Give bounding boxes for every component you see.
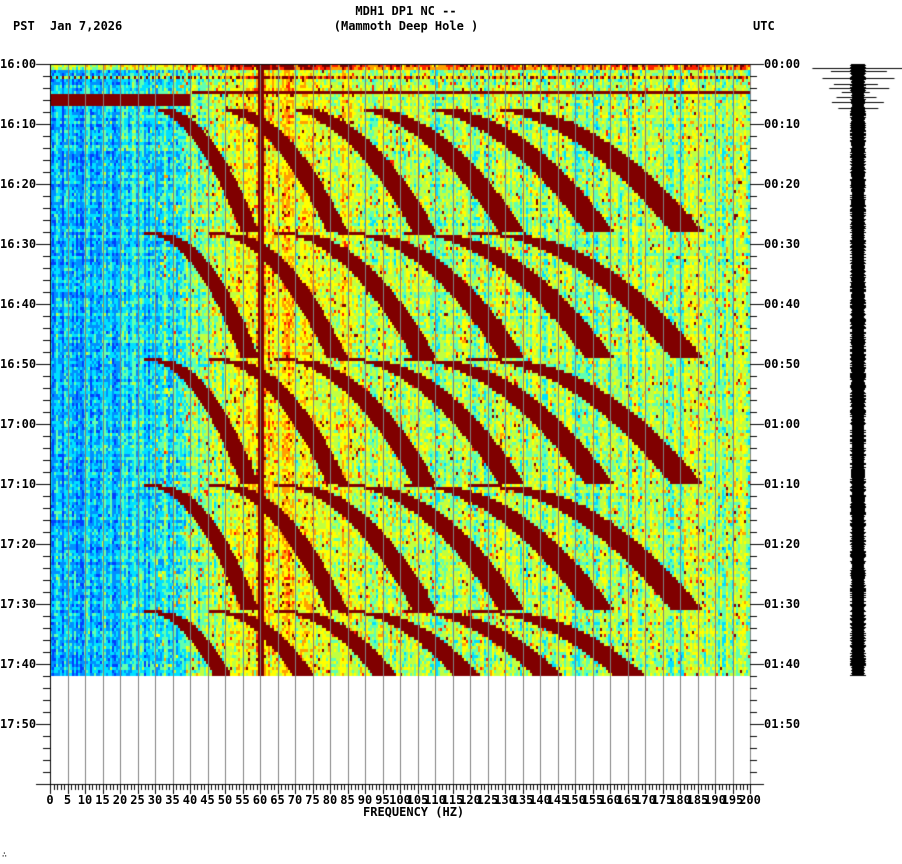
x-tick-label: 35 — [165, 793, 180, 807]
x-tick-label: 110 — [424, 793, 446, 807]
y-tick-label-utc: 00:10 — [764, 117, 801, 131]
y-tick-label-utc: 00:40 — [764, 297, 801, 311]
y-tick-label-pst: 17:40 — [0, 657, 37, 671]
y-tick-label-utc: 01:40 — [764, 657, 801, 671]
y-tick-label-utc: 01:10 — [764, 477, 801, 491]
x-tick-label: 75 — [305, 793, 320, 807]
x-tick-label: 20 — [112, 793, 128, 807]
x-tick-label: 175 — [651, 793, 674, 807]
x-tick-label: 55 — [235, 793, 250, 807]
x-tick-label: 160 — [599, 793, 621, 807]
y-tick-label-pst: 16:50 — [0, 357, 37, 371]
x-tick-label: 0 — [46, 793, 54, 807]
y-tick-label-utc: 01:30 — [764, 597, 801, 611]
x-tick-label: 40 — [182, 793, 198, 807]
x-tick-label: 30 — [147, 793, 163, 807]
x-tick-label: 135 — [511, 793, 534, 807]
x-tick-label: 85 — [340, 793, 355, 807]
x-tick-label: 115 — [441, 793, 464, 807]
y-tick-label-pst: 16:10 — [0, 117, 37, 131]
y-tick-label-pst: 17:20 — [0, 537, 37, 551]
y-tick-label-utc: 00:30 — [764, 237, 801, 251]
x-tick-label: 150 — [564, 793, 586, 807]
x-tick-label: 65 — [270, 793, 285, 807]
x-tick-label: 120 — [459, 793, 481, 807]
x-tick-label: 200 — [739, 793, 761, 807]
x-tick-label: 180 — [669, 793, 691, 807]
y-tick-label-pst: 16:00 — [0, 57, 37, 71]
y-tick-label-pst: 16:20 — [0, 177, 37, 191]
x-tick-label: 170 — [634, 793, 656, 807]
y-tick-label-utc: 01:50 — [764, 717, 801, 731]
y-tick-label-pst: 16:40 — [0, 297, 37, 311]
x-tick-label: 105 — [406, 793, 429, 807]
x-tick-label: 15 — [95, 793, 110, 807]
x-tick-label: 95 — [375, 793, 390, 807]
y-tick-label-utc: 00:50 — [764, 357, 801, 371]
x-tick-label: 10 — [77, 793, 93, 807]
x-tick-label: 90 — [357, 793, 373, 807]
corner-mark: ∴ — [2, 850, 7, 859]
y-tick-label-pst: 17:50 — [0, 717, 37, 731]
x-tick-label: 125 — [476, 793, 499, 807]
x-tick-label: 165 — [616, 793, 639, 807]
x-tick-label: 70 — [287, 793, 303, 807]
x-tick-label: 155 — [581, 793, 604, 807]
x-tick-label: 60 — [252, 793, 268, 807]
y-tick-label-utc: 01:00 — [764, 417, 801, 431]
y-tick-label-utc: 00:20 — [764, 177, 801, 191]
x-tick-label: 185 — [686, 793, 709, 807]
y-tick-label-pst: 17:10 — [0, 477, 37, 491]
y-tick-label-pst: 16:30 — [0, 237, 37, 251]
x-tick-label: 100 — [389, 793, 411, 807]
x-tick-label: 80 — [322, 793, 338, 807]
x-tick-label: 5 — [63, 793, 72, 807]
x-tick-label: 45 — [200, 793, 215, 807]
x-axis-title: FREQUENCY (HZ) — [363, 805, 465, 819]
x-tick-label: 145 — [546, 793, 569, 807]
x-tick-label: 140 — [529, 793, 551, 807]
x-tick-label: 50 — [217, 793, 233, 807]
x-tick-label: 195 — [721, 793, 744, 807]
x-tick-label: 25 — [130, 793, 145, 807]
x-tick-label: 190 — [704, 793, 726, 807]
x-tick-label: 130 — [494, 793, 516, 807]
y-tick-label-utc: 00:00 — [764, 57, 801, 71]
y-tick-label-pst: 17:00 — [0, 417, 37, 431]
y-tick-label-utc: 01:20 — [764, 537, 801, 551]
y-tick-label-pst: 17:30 — [0, 597, 37, 611]
